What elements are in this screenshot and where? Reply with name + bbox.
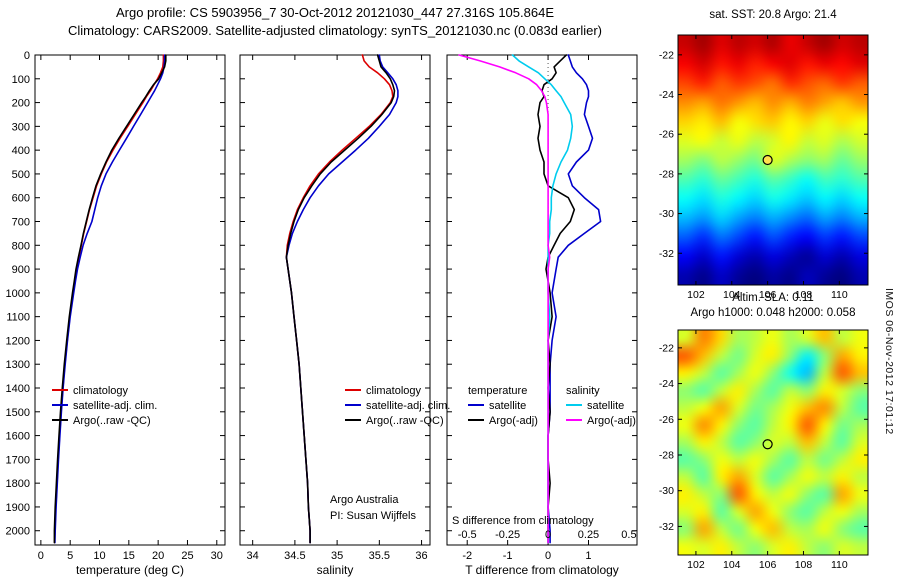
svg-text:0: 0 <box>545 529 551 541</box>
svg-text:1900: 1900 <box>6 502 30 514</box>
sla-map-subtitle: Argo h1000: 0.048 h2000: 0.058 <box>690 307 856 319</box>
svg-text:-22: -22 <box>659 49 674 61</box>
svg-text:satellite: satellite <box>587 400 624 412</box>
svg-text:10: 10 <box>93 550 105 562</box>
svg-text:-30: -30 <box>659 208 674 220</box>
svg-text:1300: 1300 <box>6 359 30 371</box>
svg-text:satellite-adj. clim.: satellite-adj. clim. <box>73 400 157 412</box>
svg-text:-1: -1 <box>503 550 513 562</box>
svg-text:1700: 1700 <box>6 454 30 466</box>
svg-text:15: 15 <box>123 550 135 562</box>
svg-text:36: 36 <box>415 550 427 562</box>
svg-text:0: 0 <box>545 550 551 562</box>
svg-text:PI: Susan Wijffels: PI: Susan Wijffels <box>330 510 416 522</box>
svg-text:5: 5 <box>67 550 73 562</box>
svg-text:200: 200 <box>12 98 30 110</box>
svg-text:34: 34 <box>247 550 259 562</box>
svg-text:0: 0 <box>24 50 30 62</box>
svg-text:Argo Australia: Argo Australia <box>330 494 399 506</box>
svg-text:800: 800 <box>12 240 30 252</box>
svg-text:-26: -26 <box>659 414 674 426</box>
svg-text:-24: -24 <box>659 378 674 390</box>
svg-text:1600: 1600 <box>6 431 30 443</box>
svg-text:Argo(..raw -QC): Argo(..raw -QC) <box>366 415 444 427</box>
svg-text:1200: 1200 <box>6 335 30 347</box>
svg-text:108: 108 <box>795 559 813 571</box>
svg-text:400: 400 <box>12 145 30 157</box>
svg-text:35.5: 35.5 <box>369 550 390 562</box>
svg-text:102: 102 <box>687 559 705 571</box>
svg-text:0: 0 <box>38 550 44 562</box>
svg-text:110: 110 <box>831 559 848 571</box>
svg-text:Argo(-adj): Argo(-adj) <box>489 415 538 427</box>
difference-profile-panel <box>447 55 637 545</box>
svg-text:salinity: salinity <box>566 385 600 397</box>
figure-subtitle: Climatology: CARS2009. Satellite-adjuste… <box>67 23 602 38</box>
svg-text:temperature: temperature <box>468 385 527 397</box>
svg-text:106: 106 <box>759 559 777 571</box>
imos-timestamp-watermark: IMOS 06-Nov-2012 17:01:12 <box>883 288 895 435</box>
svg-text:104: 104 <box>723 559 741 571</box>
svg-text:700: 700 <box>12 217 30 229</box>
svg-text:-22: -22 <box>659 342 674 354</box>
svg-text:S difference from climatology: S difference from climatology <box>452 515 594 527</box>
svg-text:-32: -32 <box>659 521 674 533</box>
svg-text:300: 300 <box>12 121 30 133</box>
svg-text:20: 20 <box>152 550 164 562</box>
sst-map-title: sat. SST: 20.8 Argo: 21.4 <box>709 9 837 21</box>
svg-text:T difference from climatology: T difference from climatology <box>465 563 619 577</box>
svg-text:Argo(..raw -QC): Argo(..raw -QC) <box>73 415 151 427</box>
svg-text:1400: 1400 <box>6 383 30 395</box>
svg-text:0.25: 0.25 <box>578 529 599 541</box>
svg-text:25: 25 <box>181 550 193 562</box>
svg-text:-26: -26 <box>659 129 674 141</box>
svg-text:600: 600 <box>12 193 30 205</box>
svg-text:1: 1 <box>585 550 591 562</box>
svg-text:900: 900 <box>12 264 30 276</box>
svg-text:-28: -28 <box>659 168 674 180</box>
svg-text:-32: -32 <box>659 248 674 260</box>
salinity-profile-panel <box>240 55 430 545</box>
svg-text:1000: 1000 <box>6 288 30 300</box>
svg-text:-2: -2 <box>462 550 472 562</box>
svg-text:temperature (deg C): temperature (deg C) <box>76 563 184 577</box>
svg-text:satellite-adj. clim.: satellite-adj. clim. <box>366 400 450 412</box>
svg-text:35: 35 <box>331 550 343 562</box>
svg-text:2000: 2000 <box>6 526 30 538</box>
svg-text:30: 30 <box>211 550 223 562</box>
svg-text:1800: 1800 <box>6 478 30 490</box>
svg-text:satellite: satellite <box>489 400 526 412</box>
sla-map-image <box>678 330 868 555</box>
svg-text:-0.25: -0.25 <box>495 529 520 541</box>
svg-text:0.5: 0.5 <box>621 529 636 541</box>
temperature-profile-panel <box>35 55 225 545</box>
sst-map-image <box>678 35 868 285</box>
svg-text:100: 100 <box>12 74 30 86</box>
svg-text:1500: 1500 <box>6 407 30 419</box>
sla-map-title: Altim. SLA: 0.11 <box>732 292 814 304</box>
svg-text:climatology: climatology <box>73 385 129 397</box>
svg-text:-30: -30 <box>659 485 674 497</box>
svg-text:Argo(-adj): Argo(-adj) <box>587 415 636 427</box>
svg-text:500: 500 <box>12 169 30 181</box>
svg-text:1100: 1100 <box>6 312 30 324</box>
svg-text:-28: -28 <box>659 450 674 462</box>
svg-text:-0.5: -0.5 <box>458 529 477 541</box>
figure-title: Argo profile: CS 5903956_7 30-Oct-2012 2… <box>115 5 554 20</box>
svg-text:salinity: salinity <box>317 563 354 577</box>
svg-text:climatology: climatology <box>366 385 422 397</box>
svg-text:34.5: 34.5 <box>284 550 305 562</box>
svg-text:-24: -24 <box>659 89 674 101</box>
